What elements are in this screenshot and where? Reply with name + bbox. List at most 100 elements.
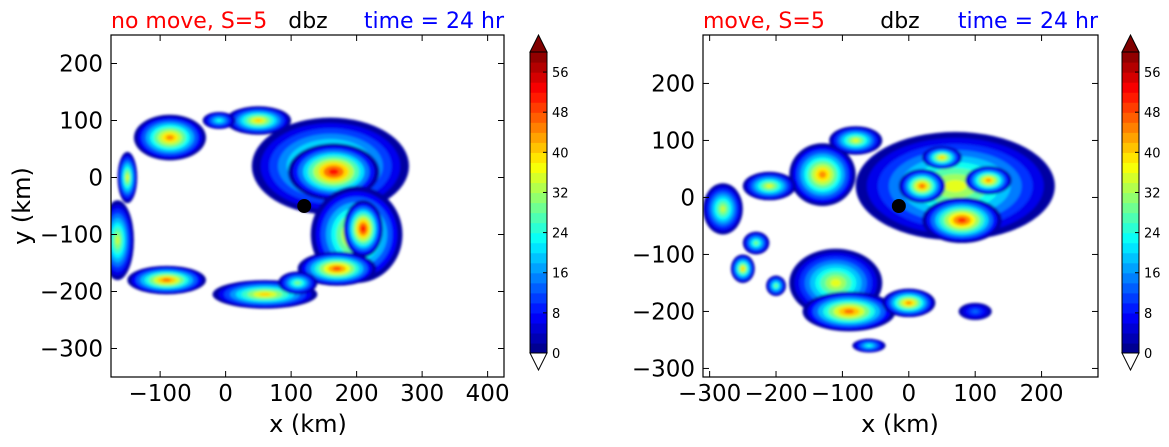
colorbar-extend-min (1121, 352, 1140, 372)
colorbar-band (530, 102, 547, 113)
panel-left-y-label: y (km) (8, 167, 36, 245)
colorbar-band (1122, 322, 1139, 334)
x-tick-label: 100 (953, 381, 997, 407)
x-tick-label: −200 (744, 381, 807, 407)
colorbar-band (1122, 212, 1139, 224)
panel-right: move, S=5 dbz time = 24 hr −300 −200 −100 0… (632, 9, 1161, 438)
contour-band (957, 217, 967, 223)
panel-right-reflectivity-field (703, 126, 1055, 353)
colorbar-band (1122, 162, 1139, 173)
panel-left: no move, S=5 dbz time = 24 hr −100 0 100 20… (8, 9, 569, 438)
x-tick-label: 400 (466, 381, 510, 407)
colorbar-band (530, 162, 547, 173)
colorbar-band (530, 132, 547, 143)
contour-band (843, 309, 855, 314)
panel-right-title-time: time = 24 hr (958, 9, 1099, 34)
panel-right-title-variable: dbz (880, 9, 919, 34)
colorbar-band (1122, 232, 1139, 244)
contour-bands (703, 126, 1055, 353)
colorbar-band (530, 292, 547, 304)
contour-band (754, 241, 758, 245)
colorbar-tick-label: 16 (1144, 267, 1161, 282)
contour-band (332, 266, 342, 271)
colorbar-band (1122, 222, 1139, 234)
colorbar-tick-label: 40 (552, 146, 569, 161)
contour-band (830, 279, 841, 287)
contour-band (259, 292, 271, 296)
contour-band (295, 281, 300, 285)
colorbar-band (530, 142, 547, 153)
colorbar-band (1122, 262, 1139, 274)
colorbar-band (530, 152, 547, 163)
colorbar-band (1122, 282, 1139, 294)
colorbar-band (530, 72, 547, 83)
colorbar-band (1122, 332, 1139, 344)
y-tick-label: 0 (88, 166, 103, 192)
panel-left-colorbar: 0 8 16 24 32 40 48 56 (529, 33, 569, 372)
contour-band (973, 310, 978, 313)
colorbar-tick-label: 48 (552, 106, 569, 121)
colorbar-band (530, 332, 547, 344)
y-tick-label: −300 (40, 337, 103, 363)
colorbar-band (1122, 312, 1139, 324)
y-tick-label: 0 (680, 185, 695, 211)
colorbar-band (530, 192, 547, 204)
panel-right-title-case: move, S=5 (703, 9, 825, 34)
colorbar-frame (1121, 51, 1140, 354)
colorbar-band (1122, 102, 1139, 113)
x-tick-label: 300 (400, 381, 444, 407)
contour-band (867, 344, 871, 347)
colorbar-band (1122, 112, 1139, 123)
colorbar-band (530, 272, 547, 284)
colorbar-band (530, 212, 547, 224)
colorbar-tick-label: 24 (552, 227, 569, 242)
colorbar-band (530, 312, 547, 324)
colorbar-band (530, 262, 547, 274)
contour-band (766, 184, 773, 188)
x-tick-label: 0 (901, 381, 916, 407)
colorbar-band (1122, 62, 1139, 73)
y-tick-label: 200 (651, 71, 695, 97)
colorbar-extend-max (1121, 33, 1140, 53)
contour-band (905, 301, 912, 305)
colorbar-band (530, 202, 547, 214)
colorbar-band (530, 222, 547, 234)
contour-band (818, 171, 827, 179)
x-tick-label: 100 (269, 381, 313, 407)
contour-band (852, 138, 859, 143)
colorbar-band (530, 342, 547, 354)
colorbar-band (530, 92, 547, 103)
contour-band (254, 118, 263, 123)
colorbar-tick-label: 8 (1144, 307, 1152, 322)
panel-right-frame (702, 34, 1099, 378)
colorbar-band (530, 242, 547, 254)
contour-band (328, 168, 339, 175)
contour-band (165, 135, 174, 141)
colorbar-band (1122, 142, 1139, 153)
colorbar-tick-label: 0 (1144, 347, 1152, 362)
colorbar-tick-label: 16 (552, 267, 569, 282)
y-tick-label: −300 (632, 356, 695, 382)
colorbar-band (1122, 242, 1139, 254)
contour-band (115, 235, 120, 245)
x-tick-label: 0 (218, 381, 233, 407)
contour-band (774, 284, 778, 287)
colorbar-tick-label: 32 (552, 186, 569, 201)
panel-left-title-variable: dbz (288, 9, 327, 34)
colorbar-band (530, 52, 547, 63)
colorbar-band (530, 112, 547, 123)
colorbar-band (1122, 152, 1139, 163)
colorbar-band (530, 172, 547, 184)
colorbar-frame (529, 51, 548, 354)
x-tick-label: −300 (678, 381, 741, 407)
panel-left-x-axis: −100 0 100 200 300 400 (129, 35, 510, 407)
y-tick-label: −200 (40, 280, 103, 306)
x-tick-label: −100 (811, 381, 874, 407)
colorbar-band (1122, 202, 1139, 214)
colorbar-band (530, 322, 547, 334)
x-tick-label: 200 (335, 381, 379, 407)
colorbar-band (530, 252, 547, 264)
colorbar-band (530, 122, 547, 133)
panel-left-y-axis: 200 100 0 −100 −200 −300 (40, 52, 504, 363)
